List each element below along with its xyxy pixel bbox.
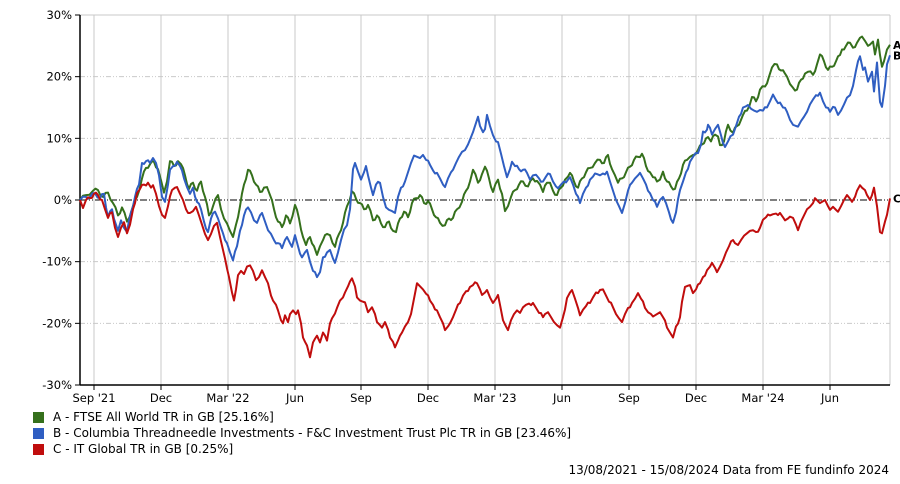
date-range-source-note: 13/08/2021 - 15/08/2024 Data from FE fun… <box>568 463 889 477</box>
series-end-label-c: C <box>893 192 900 205</box>
x-tick-label: Dec <box>417 391 439 405</box>
series-c-swatch-icon <box>33 444 44 455</box>
x-tick-label: Jun <box>285 391 304 405</box>
x-tick-label: Mar '23 <box>473 391 516 405</box>
legend-item-c: C - IT Global TR in GB [0.25%] <box>33 443 571 456</box>
legend-label-a: A - FTSE All World TR in GB [25.16%] <box>53 410 274 424</box>
series-B-line <box>79 55 891 279</box>
y-tick-label: -30% <box>42 378 72 392</box>
series-C-line <box>79 181 891 359</box>
x-tick-label: Dec <box>685 391 707 405</box>
legend-label-b: B - Columbia Threadneedle Investments - … <box>53 426 572 440</box>
x-tick-label: Sep '21 <box>72 391 115 405</box>
series-end-label-b: B <box>893 49 900 62</box>
legend-item-b: B - Columbia Threadneedle Investments - … <box>33 427 571 440</box>
x-tick-label: Mar '24 <box>741 391 784 405</box>
x-tick-label: Sep <box>350 391 372 405</box>
x-tick-label: Sep <box>618 391 640 405</box>
legend-label-c: C - IT Global TR in GB [0.25%] <box>53 442 234 456</box>
series-a-swatch-icon <box>33 412 44 423</box>
x-tick-label: Jun <box>552 391 571 405</box>
y-tick-label: -20% <box>42 316 72 330</box>
y-tick-label: 0% <box>54 193 72 207</box>
legend-item-a: A - FTSE All World TR in GB [25.16%] <box>33 411 571 424</box>
y-tick-label: 10% <box>46 131 72 145</box>
series-b-swatch-icon <box>33 428 44 439</box>
x-tick-label: Mar '22 <box>206 391 249 405</box>
y-tick-label: 30% <box>46 8 72 22</box>
y-tick-label: -10% <box>42 255 72 269</box>
chart-legend: A - FTSE All World TR in GB [25.16%] B -… <box>33 411 571 456</box>
x-tick-label: Jun <box>820 391 839 405</box>
x-tick-label: Dec <box>150 391 172 405</box>
y-tick-label: 20% <box>46 70 72 84</box>
series-A-line <box>79 35 891 256</box>
series-end-label-a: A <box>893 39 900 52</box>
